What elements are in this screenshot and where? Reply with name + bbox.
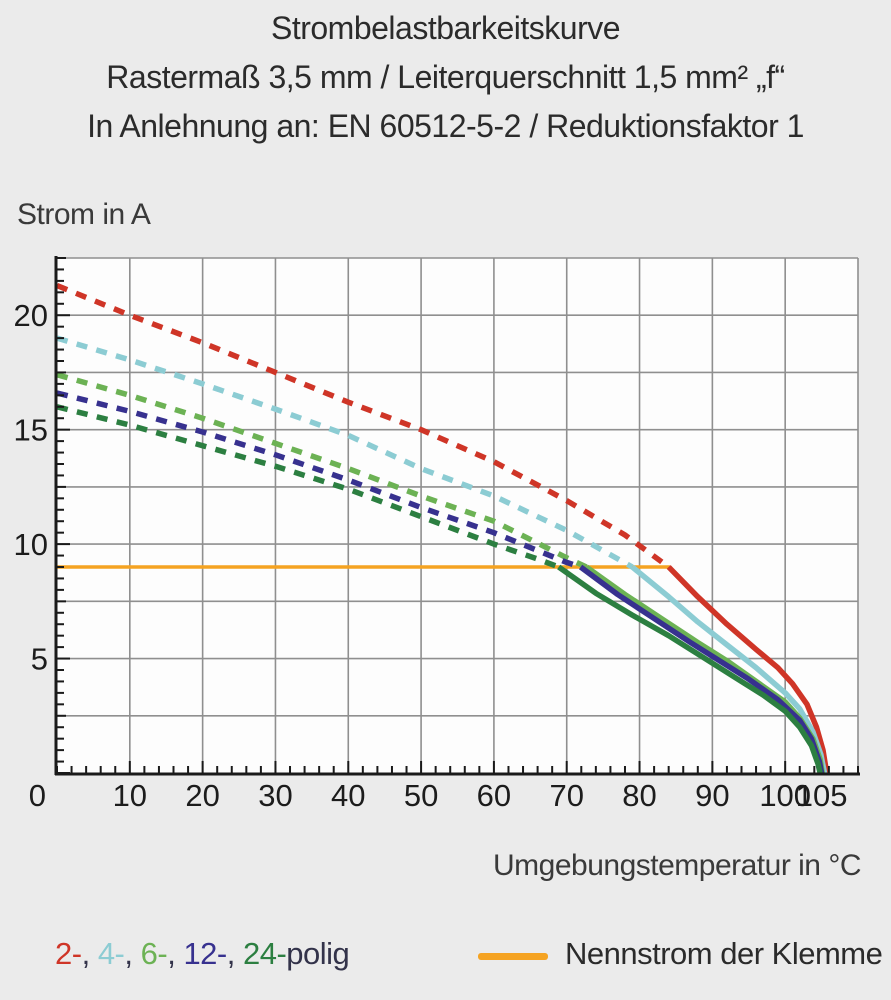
x-tick-label: 10	[113, 778, 147, 810]
series-dashed-6-polig	[56, 372, 588, 570]
legend-series-label-12-polig: 12-	[183, 936, 227, 971]
chart-header: Strombelastbarkeitskurve Rastermaß 3,5 m…	[0, 4, 891, 151]
plot-area: 10 20 30 40 50 60 70 80 90 100 105 0 5 10 15 20	[0, 240, 891, 810]
series-legend: 2-, 4-, 6-, 12-, 24-polig	[55, 936, 350, 972]
x-tick-label: 60	[477, 778, 511, 810]
nominal-legend: Nennstrom der Klemme	[478, 936, 883, 972]
plot-background	[57, 258, 858, 773]
y-tick-label: 5	[31, 642, 48, 677]
legend-series-label-4-polig: 4-	[97, 936, 125, 971]
y-tick-label: 0	[29, 778, 46, 810]
legend-suffix: polig	[286, 936, 350, 971]
legend-separator: ,	[226, 936, 243, 971]
series-solid-2-polig	[666, 565, 830, 774]
x-tick-label: 50	[404, 778, 438, 810]
legend-series-label-2-polig: 2-	[55, 936, 82, 971]
y-tick-label: 20	[14, 298, 48, 333]
x-tick-label: 80	[622, 778, 656, 810]
legend-row: 2-, 4-, 6-, 12-, 24-polig Nennstrom der …	[0, 936, 891, 986]
x-tick-label: 100	[759, 778, 811, 810]
legend-separator: ,	[81, 936, 98, 971]
y-tick-label: 15	[14, 413, 48, 448]
nominal-line-swatch	[478, 952, 548, 960]
x-tick-label: 90	[695, 778, 729, 810]
series-solid-24-polig	[557, 564, 823, 774]
series-dashed-2-polig	[55, 282, 671, 570]
legend-series-label-24-polig: 24-	[242, 936, 287, 971]
y-axis-title: Strom in A	[17, 198, 151, 231]
x-tick-label: 20	[185, 778, 219, 810]
x-tick-label: 30	[258, 778, 292, 810]
nominal-legend-label: Nennstrom der Klemme	[565, 936, 883, 971]
chart-subtitle: Rastermaß 3,5 mm / Leiterquerschnitt 1,5…	[106, 59, 785, 95]
legend-separator: ,	[167, 936, 184, 971]
x-tick-label: 70	[549, 778, 583, 810]
x-axis-title: Umgebungstemperatur in °C	[492, 849, 862, 882]
chart-standard-note: In Anlehnung an: EN 60512-5-2 / Reduktio…	[87, 108, 804, 144]
legend-separator: ,	[124, 936, 141, 971]
chart-title: Strombelastbarkeitskurve	[270, 10, 621, 46]
y-tick-label: 10	[14, 527, 48, 562]
x-tick-label: 40	[331, 778, 365, 810]
series-dashed-4-polig	[56, 335, 634, 570]
legend-series-label-6-polig: 6-	[140, 936, 168, 971]
x-tick-label: 105	[796, 778, 848, 810]
